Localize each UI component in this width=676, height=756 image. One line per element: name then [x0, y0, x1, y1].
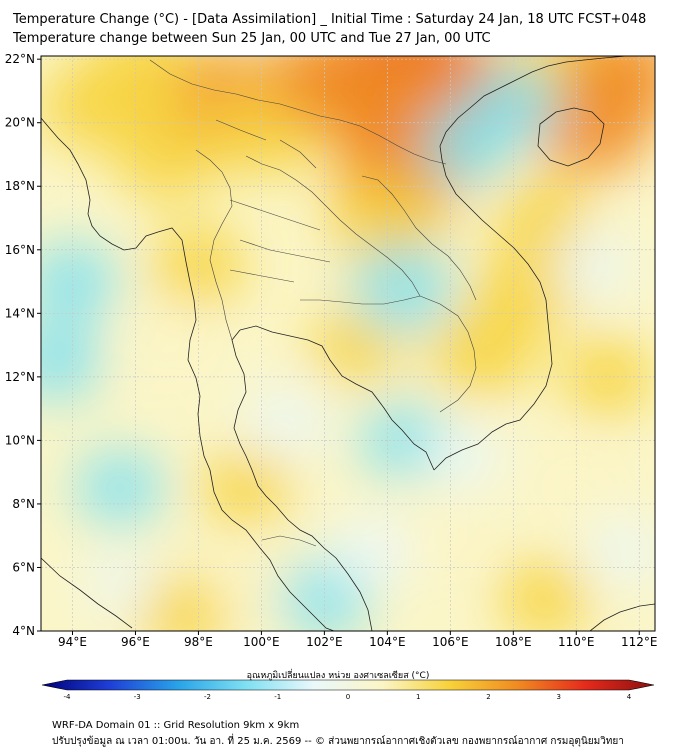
field-anomaly-24	[498, 559, 591, 631]
lon-label-98: 98°E	[184, 635, 213, 649]
province-lines-thailand	[215, 119, 331, 283]
field-anomaly-38	[428, 423, 505, 490]
field-anomaly-25	[136, 575, 229, 631]
lon-label-108: 108°E	[495, 635, 532, 649]
lat-label-22: 22°N	[5, 52, 35, 66]
coastline-peninsula-east	[231, 329, 373, 631]
colorbar-title: อุณหภูมิเปลี่ยนแปลง หน่วย องศาเซลเซียส (…	[246, 671, 430, 681]
field-anomaly-32	[41, 320, 103, 401]
coastline-hainan	[537, 107, 605, 167]
field-anomaly-8	[112, 107, 221, 202]
colorbar-tick-0: -4	[64, 693, 72, 701]
lon-label-100: 100°E	[243, 635, 280, 649]
lat-label-12: 12°N	[5, 370, 35, 384]
colorbar-tick-4: 0	[346, 693, 350, 701]
border-malaysia	[261, 535, 317, 547]
colorbar-tick-3: -1	[274, 693, 281, 701]
field-anomaly-41	[84, 553, 155, 614]
field-anomaly-20	[199, 448, 292, 529]
border-myanmar-thailand	[195, 149, 233, 341]
field-anomaly-27	[393, 499, 476, 572]
lat-label-10: 10°N	[5, 433, 35, 447]
field-anomaly-40	[585, 518, 655, 585]
lon-label-94: 94°E	[58, 635, 87, 649]
lon-label-110: 110°E	[558, 635, 595, 649]
coastline-peninsula	[209, 469, 335, 631]
footer-model-info: WRF-DA Domain 01 :: Grid Resolution 9km …	[52, 720, 300, 731]
lat-label-18: 18°N	[5, 179, 35, 193]
lon-label-104: 104°E	[369, 635, 406, 649]
field-anomaly-39	[552, 231, 632, 301]
field-anomaly-31	[41, 241, 119, 322]
colorbar-tick-1: -3	[134, 693, 141, 701]
colorbar-tick-8: 4	[627, 693, 632, 701]
border-china-north	[149, 59, 447, 165]
field-anomaly-16	[427, 304, 536, 399]
colorbar-bar	[41, 679, 655, 691]
lon-label-102: 102°E	[306, 635, 343, 649]
coastline-island-north-borneo	[589, 603, 655, 631]
coastline-sumatra	[41, 557, 133, 629]
field-anomaly-36	[330, 515, 413, 588]
field-anomaly-37	[245, 385, 328, 458]
lat-label-4: 4°N	[12, 624, 35, 638]
lon-label-106: 106°E	[432, 635, 469, 649]
field-anomaly-28	[352, 243, 454, 333]
coastline-vietnam	[433, 56, 632, 471]
map-subtitle: Temperature change between Sun 25 Jan, 0…	[13, 31, 491, 46]
footer-update-info: ปรับปรุงข้อมูล ณ เวลา 01:00น. วัน อา. ที…	[52, 736, 624, 747]
lat-label-16: 16°N	[5, 243, 35, 257]
coastline-myanmar-west	[41, 117, 211, 471]
field-anomaly-21	[124, 307, 210, 383]
colorbar-tick-5: 1	[416, 693, 420, 701]
colorbar-tick-7: 3	[557, 693, 561, 701]
border-thailand-laos	[245, 155, 421, 297]
field-anomaly-34	[358, 401, 448, 479]
lat-label-8: 8°N	[12, 497, 35, 511]
lat-label-6: 6°N	[12, 560, 35, 574]
field-anomaly-9	[265, 56, 384, 130]
lon-label-112: 112°E	[621, 635, 658, 649]
border-laos-vietnam	[361, 175, 477, 301]
coastline-gulf-of-thailand	[239, 325, 435, 471]
map-title: Temperature Change (°C) - [Data Assimila…	[13, 12, 647, 27]
lat-label-20: 20°N	[5, 116, 35, 130]
field-anomaly-14	[564, 56, 655, 127]
border-thailand-cambodia	[300, 295, 421, 305]
colorbar: -4 -3 -2 -1 0 1 2 3 4	[41, 679, 655, 701]
plot-frame	[40, 55, 656, 632]
field-anomaly-30	[467, 63, 560, 144]
field-anomaly-22	[561, 336, 654, 417]
colorbar-tick-6: 2	[486, 693, 490, 701]
border-cambodia-vietnam	[419, 295, 477, 413]
field-anomaly-33	[75, 449, 165, 527]
lat-label-14: 14°N	[5, 306, 35, 320]
lon-label-96: 96°E	[121, 635, 150, 649]
colorbar-tick-2: -2	[204, 693, 211, 701]
field-anomaly-11	[87, 56, 196, 116]
